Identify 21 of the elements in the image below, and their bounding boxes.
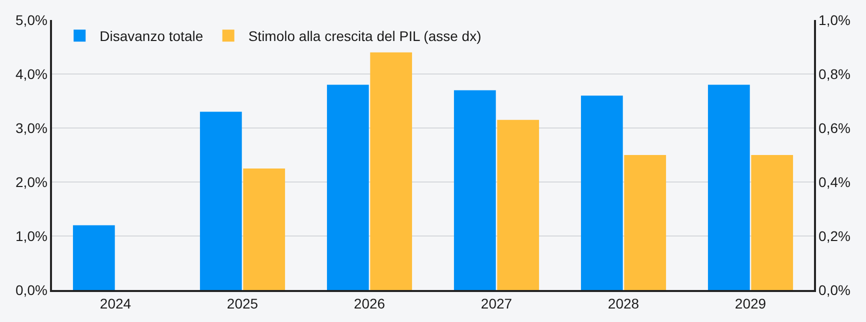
legend-label: Stimolo alla crescita del PIL (asse dx) <box>248 28 482 44</box>
bar <box>72 225 115 290</box>
x-tick-label: 2029 <box>734 296 766 312</box>
y2-tick-label: 0,6% <box>818 120 850 136</box>
y-tick-label: 5,0% <box>16 12 48 28</box>
x-tick-label: 2026 <box>354 296 386 312</box>
x-tick-label: 2027 <box>480 296 512 312</box>
y2-tick-label: 0,0% <box>818 282 850 298</box>
x-tick-label: 2024 <box>100 296 132 312</box>
y2-tick-label: 1,0% <box>818 12 850 28</box>
y2-tick-label: 0,8% <box>818 66 850 82</box>
legend-label: Disavanzo totale <box>100 28 204 44</box>
y-tick-label: 2,0% <box>16 174 48 190</box>
y2-tick-label: 0,4% <box>818 174 850 190</box>
x-tick-label: 2028 <box>608 296 640 312</box>
y-tick-label: 3,0% <box>16 120 48 136</box>
y-tick-label: 4,0% <box>16 66 48 82</box>
y-tick-label: 0,0% <box>16 282 48 298</box>
y-tick-label: 1,0% <box>16 228 48 244</box>
y2-tick-label: 0,2% <box>818 228 850 244</box>
x-tick-label: 2025 <box>226 296 258 312</box>
